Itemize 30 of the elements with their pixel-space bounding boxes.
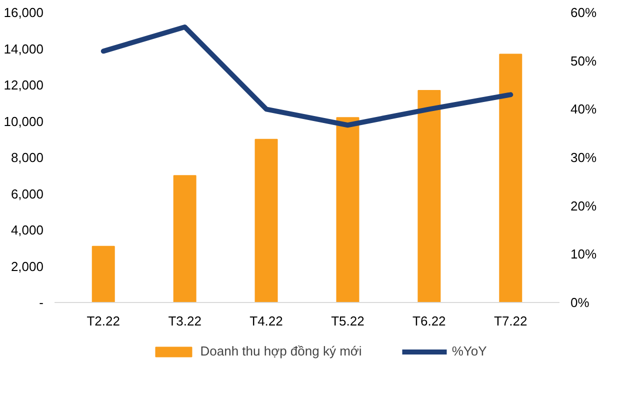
bar	[499, 54, 522, 302]
y-tick-label: 8,000	[10, 150, 44, 165]
x-tick-label: T2.22	[86, 314, 120, 328]
x-tick-label: T3.22	[168, 314, 202, 328]
y-tick-label: 2,000	[10, 258, 44, 274]
y-tick-label: 12,000	[4, 78, 44, 92]
x-tick-label: T4.22	[250, 314, 283, 328]
y-tick-label: 16,000	[4, 5, 44, 20]
bar	[173, 175, 196, 302]
legend-label: Doanh thu hợp đồng ký mới	[200, 344, 362, 358]
y2-tick-label: 10%	[570, 246, 597, 262]
bar	[92, 246, 115, 302]
y-tick-label: 6,000	[10, 186, 44, 202]
bar	[336, 117, 360, 302]
y2-tick-label: 20%	[570, 198, 597, 214]
y-tick-label: 14,000	[4, 41, 44, 56]
x-tick-label: T7.22	[494, 314, 528, 328]
x-tick-label: T5.22	[331, 314, 364, 328]
x-tick-label: T6.22	[412, 314, 446, 328]
bar	[418, 90, 441, 302]
y2-tick-label: 0%	[570, 295, 590, 310]
y2-tick-label: 30%	[570, 150, 597, 165]
y2-tick-label: 50%	[570, 53, 597, 68]
y-tick-label: -	[39, 295, 44, 310]
legend-label: %YoY	[452, 344, 487, 358]
bar	[254, 138, 278, 302]
y2-tick-label: 40%	[570, 102, 597, 117]
y2-tick-label: 60%	[570, 5, 597, 20]
y-tick-label: 10,000	[4, 114, 44, 129]
y-tick-label: 4,000	[10, 222, 44, 238]
